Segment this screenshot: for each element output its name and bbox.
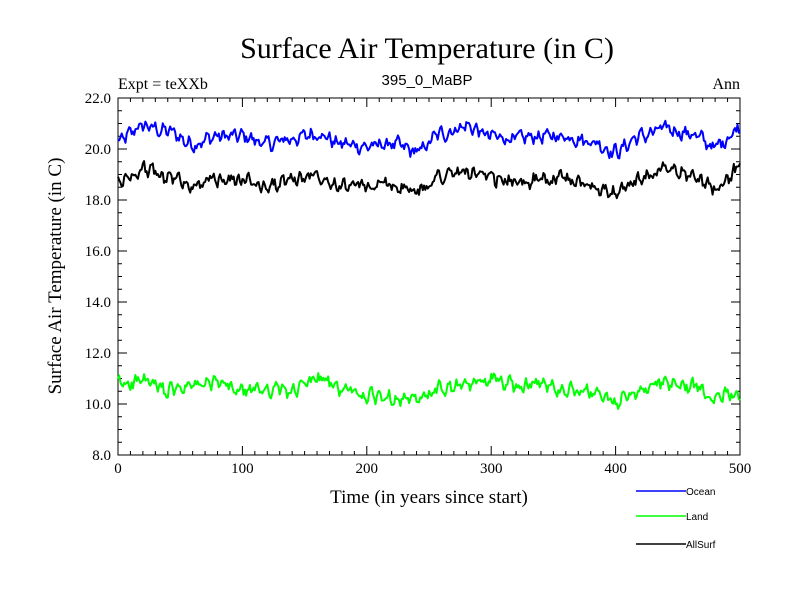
- y-tick-label: 18.0: [85, 193, 111, 209]
- y-tick-label: 10.0: [85, 397, 111, 413]
- series-line-ocean: [117, 119, 741, 160]
- axis-ticks: [117, 97, 741, 456]
- series-lines: [117, 119, 741, 410]
- y-tick-label: 8.0: [92, 448, 111, 464]
- y-tick-label: 12.0: [85, 346, 111, 362]
- plot-frame: [117, 97, 741, 456]
- x-tick-label: 0: [114, 461, 122, 477]
- x-tick-label: 100: [231, 461, 254, 477]
- y-tick-label: 16.0: [85, 244, 111, 260]
- x-tick-label: 400: [604, 461, 627, 477]
- x-tick-label: 500: [729, 461, 752, 477]
- series-line-allsurf: [117, 160, 741, 200]
- y-tick-label: 14.0: [85, 295, 111, 311]
- legend-label-land: Land: [686, 512, 708, 523]
- legend: Ocean Land AllSurf: [636, 487, 716, 551]
- x-tick-label: 200: [356, 461, 379, 477]
- legend-label-allsurf: AllSurf: [686, 540, 716, 551]
- y-tick-label: 22.0: [85, 91, 111, 107]
- series-line-land: [117, 372, 741, 410]
- expt-label: Expt = teXXb: [118, 76, 208, 93]
- y-axis-label: Surface Air Temperature (in C): [45, 158, 66, 395]
- legend-label-ocean: Ocean: [686, 487, 715, 498]
- period-label: Ann: [712, 76, 740, 93]
- y-tick-labels: 8.0 10.0 12.0 14.0 16.0 18.0 20.0 22.0: [85, 91, 111, 464]
- x-axis-label: Time (in years since start): [330, 487, 528, 508]
- chart-subtitle: 395_0_MaBP: [382, 72, 473, 89]
- x-tick-labels: 0 100 200 300 400 500: [114, 461, 751, 477]
- x-tick-label: 300: [480, 461, 503, 477]
- y-tick-label: 20.0: [85, 142, 111, 158]
- chart-title: Surface Air Temperature (in C): [240, 32, 614, 65]
